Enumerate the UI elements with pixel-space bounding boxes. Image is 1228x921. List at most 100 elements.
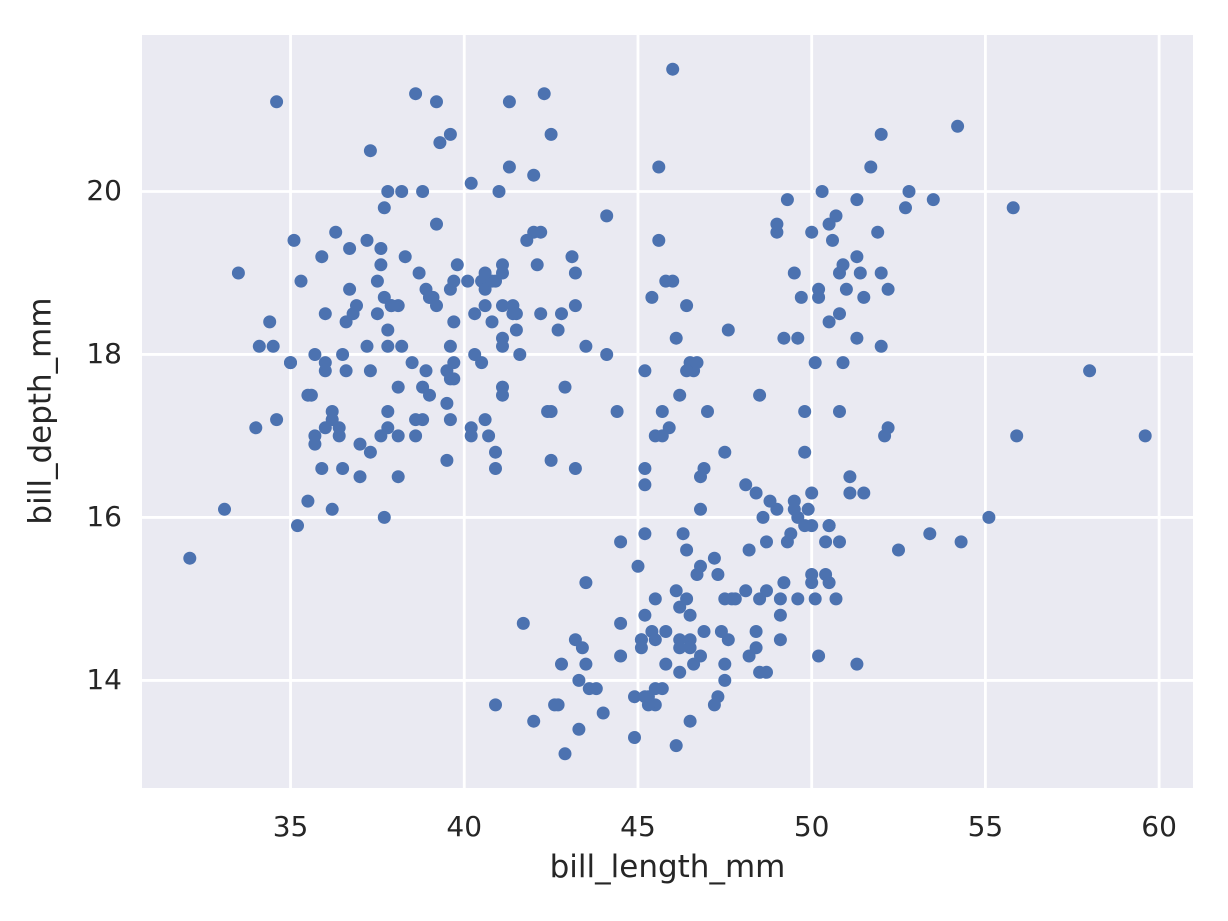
- scatter-point: [555, 307, 568, 321]
- scatter-point: [645, 290, 659, 304]
- gridlines: [142, 35, 1193, 788]
- scatter-point: [391, 470, 405, 484]
- scatter-point: [381, 185, 395, 198]
- scatter-point: [464, 421, 478, 435]
- scatter-point: [763, 494, 777, 508]
- x-tick-label: 40: [446, 810, 483, 843]
- scatter-point: [694, 470, 707, 484]
- scatter-point: [839, 282, 853, 296]
- scatter-point: [721, 323, 735, 337]
- scatter-point: [690, 356, 704, 370]
- scatter-point: [447, 315, 461, 329]
- scatter-point: [680, 543, 694, 557]
- scatter-point: [440, 396, 454, 410]
- scatter-point: [447, 372, 461, 386]
- scatter-point: [784, 527, 798, 541]
- scatter-point: [294, 274, 308, 288]
- scatter-point: [485, 315, 499, 329]
- scatter-point: [742, 543, 756, 557]
- scatter-point: [770, 217, 784, 231]
- scatter-point: [694, 559, 707, 573]
- scatter-point: [544, 453, 558, 467]
- scatter-point: [812, 649, 826, 663]
- scatter-point: [676, 527, 690, 541]
- scatter-points: [183, 62, 1152, 761]
- scatter-point: [565, 250, 579, 264]
- scatter-point: [468, 307, 482, 321]
- scatter-point: [579, 339, 593, 353]
- scatter-point: [551, 698, 565, 712]
- y-tick-label: 16: [86, 500, 122, 534]
- scatter-point: [412, 266, 426, 280]
- scatter-point: [496, 339, 509, 353]
- scatter-point: [805, 486, 819, 500]
- scatter-point: [760, 535, 773, 549]
- scatter-point: [353, 470, 367, 484]
- scatter-point: [666, 62, 680, 76]
- y-tick-label: 18: [86, 337, 122, 371]
- scatter-point: [638, 608, 652, 622]
- scatter-point: [857, 290, 871, 304]
- scatter-point: [360, 339, 374, 353]
- scatter-point: [475, 356, 489, 370]
- scatter-point: [833, 307, 846, 321]
- scatter-point: [318, 421, 332, 435]
- scatter-point: [843, 470, 857, 484]
- scatter-point: [822, 315, 836, 329]
- scatter-point: [558, 747, 572, 761]
- scatter-point: [614, 616, 628, 630]
- scatter-point: [655, 405, 669, 418]
- scatter-point: [530, 258, 544, 272]
- scatter-point: [558, 380, 572, 394]
- scatter-point: [370, 274, 384, 288]
- scatter-point: [270, 413, 284, 427]
- scatter-point: [363, 445, 377, 459]
- scatter-point: [433, 136, 447, 150]
- scatter-point: [753, 388, 767, 402]
- scatter-point: [430, 217, 443, 231]
- scatter-point: [270, 95, 284, 109]
- x-tick-label: 60: [1141, 810, 1177, 843]
- scatter-point: [339, 364, 353, 378]
- scatter-point: [829, 209, 843, 223]
- scatter-point: [395, 339, 409, 353]
- scatter-point: [370, 307, 384, 321]
- scatter-point: [572, 722, 586, 736]
- scatter-point: [461, 274, 475, 288]
- scatter-point: [492, 185, 506, 198]
- scatter-point: [801, 502, 815, 516]
- scatter-point: [874, 127, 888, 141]
- scatter-point: [951, 119, 965, 133]
- x-axis-label: bill_length_mm: [549, 849, 786, 885]
- scatter-point: [777, 576, 791, 590]
- scatter-point: [1138, 429, 1152, 443]
- scatter-point: [377, 201, 391, 215]
- scatter-point: [527, 168, 541, 182]
- scatter-point: [252, 339, 266, 353]
- scatter-point: [447, 274, 461, 288]
- scatter-point: [874, 339, 888, 353]
- scatter-point: [509, 307, 523, 321]
- scatter-point: [819, 535, 833, 549]
- scatter-point: [614, 649, 628, 663]
- scatter-point: [231, 266, 245, 280]
- scatter-point: [1083, 364, 1097, 378]
- scatter-point: [669, 584, 683, 598]
- scatter-point: [652, 233, 666, 247]
- scatter-point: [718, 673, 732, 687]
- scatter-point: [673, 665, 687, 679]
- scatter-point: [777, 331, 791, 345]
- scatter-point: [718, 657, 732, 671]
- scatter-point: [853, 266, 867, 280]
- scatter-point: [537, 87, 551, 101]
- scatter-point: [318, 364, 332, 378]
- scatter-point: [409, 413, 423, 427]
- scatter-point: [308, 429, 322, 443]
- scatter-point: [363, 144, 377, 158]
- scatter-point: [489, 698, 502, 712]
- scatter-point: [496, 388, 509, 402]
- scatter-point: [568, 266, 582, 280]
- scatter-point: [336, 462, 350, 475]
- scatter-point: [374, 429, 388, 443]
